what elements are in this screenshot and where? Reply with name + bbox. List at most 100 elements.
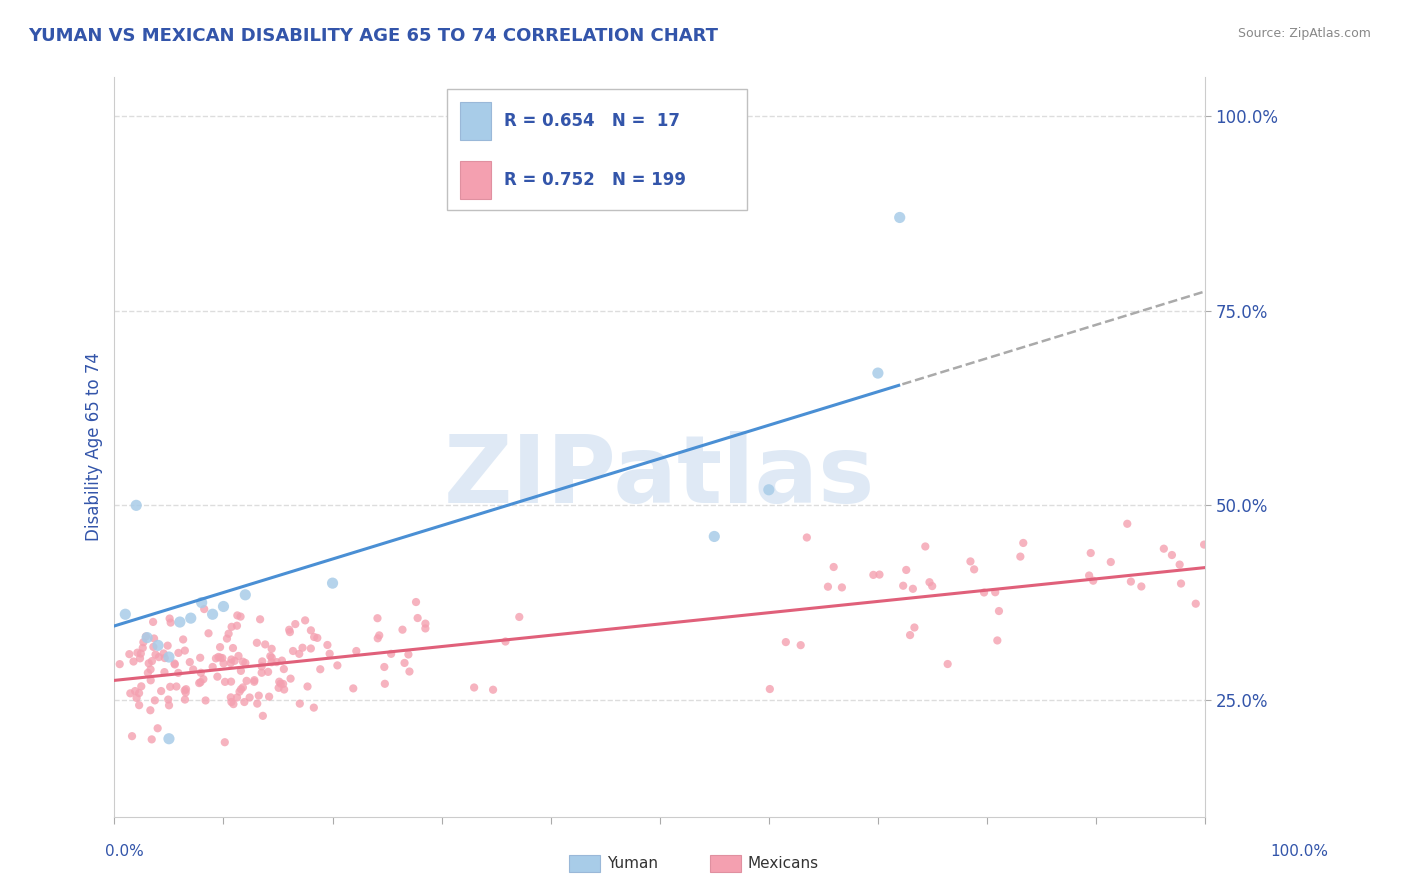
Point — [415, 616, 437, 631]
Point — [796, 531, 818, 545]
Point — [136, 665, 159, 680]
Point — [148, 650, 170, 665]
Point — [278, 623, 301, 637]
Point — [141, 654, 163, 668]
Y-axis label: Disability Age 65 to 74: Disability Age 65 to 74 — [86, 352, 103, 541]
Point — [190, 596, 212, 610]
Point — [207, 649, 229, 664]
Point — [267, 681, 290, 695]
Point — [299, 624, 322, 638]
Point — [973, 585, 995, 599]
Point — [157, 650, 180, 665]
Point — [889, 211, 911, 225]
Point — [188, 650, 211, 665]
Text: YUMAN VS MEXICAN DISABILITY AGE 65 TO 74 CORRELATION CHART: YUMAN VS MEXICAN DISABILITY AGE 65 TO 74… — [28, 27, 718, 45]
Point — [463, 681, 485, 695]
Point — [291, 640, 314, 655]
Bar — [460, 161, 491, 200]
Point — [153, 665, 176, 679]
Point — [232, 655, 254, 669]
Point — [169, 615, 191, 629]
Point — [318, 647, 340, 661]
Point — [174, 685, 197, 699]
Point — [278, 625, 301, 640]
Point — [270, 676, 292, 690]
Point — [495, 634, 517, 648]
Point — [194, 693, 217, 707]
Point — [201, 660, 224, 674]
Point — [918, 575, 941, 590]
Point — [1153, 541, 1175, 556]
Point — [159, 615, 181, 630]
Point — [921, 579, 943, 593]
Point — [281, 644, 304, 658]
Point — [219, 690, 242, 705]
Point — [226, 690, 249, 705]
Point — [703, 529, 725, 543]
Point — [209, 640, 232, 654]
Point — [141, 732, 163, 747]
Point — [201, 607, 224, 622]
Point — [128, 698, 150, 713]
Point — [188, 676, 211, 690]
Point — [118, 647, 141, 661]
Point — [226, 618, 249, 632]
Point — [250, 665, 273, 680]
Point — [271, 654, 294, 668]
Point — [159, 611, 181, 625]
Point — [250, 659, 273, 673]
Point — [226, 608, 249, 623]
Point — [197, 626, 219, 640]
Point — [193, 672, 215, 686]
Point — [153, 651, 176, 665]
Point — [394, 656, 416, 670]
Point — [1083, 574, 1105, 588]
Point — [269, 674, 291, 689]
Point — [173, 683, 195, 698]
Point — [205, 651, 228, 665]
Point — [1010, 549, 1032, 564]
Point — [759, 681, 782, 696]
Point — [167, 646, 190, 660]
Point — [1192, 538, 1215, 552]
Point — [1130, 579, 1153, 593]
Point — [322, 576, 344, 591]
Point — [221, 652, 243, 666]
Point — [163, 657, 186, 671]
Point — [775, 635, 797, 649]
Point — [173, 643, 195, 657]
Point — [914, 540, 936, 554]
Bar — [460, 102, 491, 140]
Point — [817, 580, 839, 594]
Point — [229, 664, 252, 678]
Point — [132, 640, 155, 655]
Point — [247, 689, 270, 703]
Point — [136, 631, 159, 645]
Point — [212, 657, 235, 671]
Point — [152, 647, 174, 661]
Point — [180, 611, 202, 625]
Point — [866, 366, 889, 380]
Point — [374, 677, 396, 691]
Point — [179, 655, 201, 669]
Point — [398, 665, 420, 679]
FancyBboxPatch shape — [447, 88, 747, 211]
Point — [135, 629, 157, 643]
Point — [366, 611, 388, 625]
Point — [222, 697, 245, 711]
Point — [260, 655, 283, 669]
Point — [125, 499, 148, 513]
Point — [901, 582, 924, 596]
Point — [1012, 536, 1035, 550]
Point — [396, 648, 419, 662]
Text: 0.0%: 0.0% — [105, 845, 145, 859]
Point — [157, 692, 180, 706]
Point — [1116, 516, 1139, 531]
Point — [273, 682, 295, 697]
Point — [233, 588, 256, 602]
Point — [243, 673, 266, 688]
Point — [129, 651, 152, 665]
Point — [482, 682, 505, 697]
Point — [1170, 576, 1192, 591]
Point — [380, 647, 402, 661]
